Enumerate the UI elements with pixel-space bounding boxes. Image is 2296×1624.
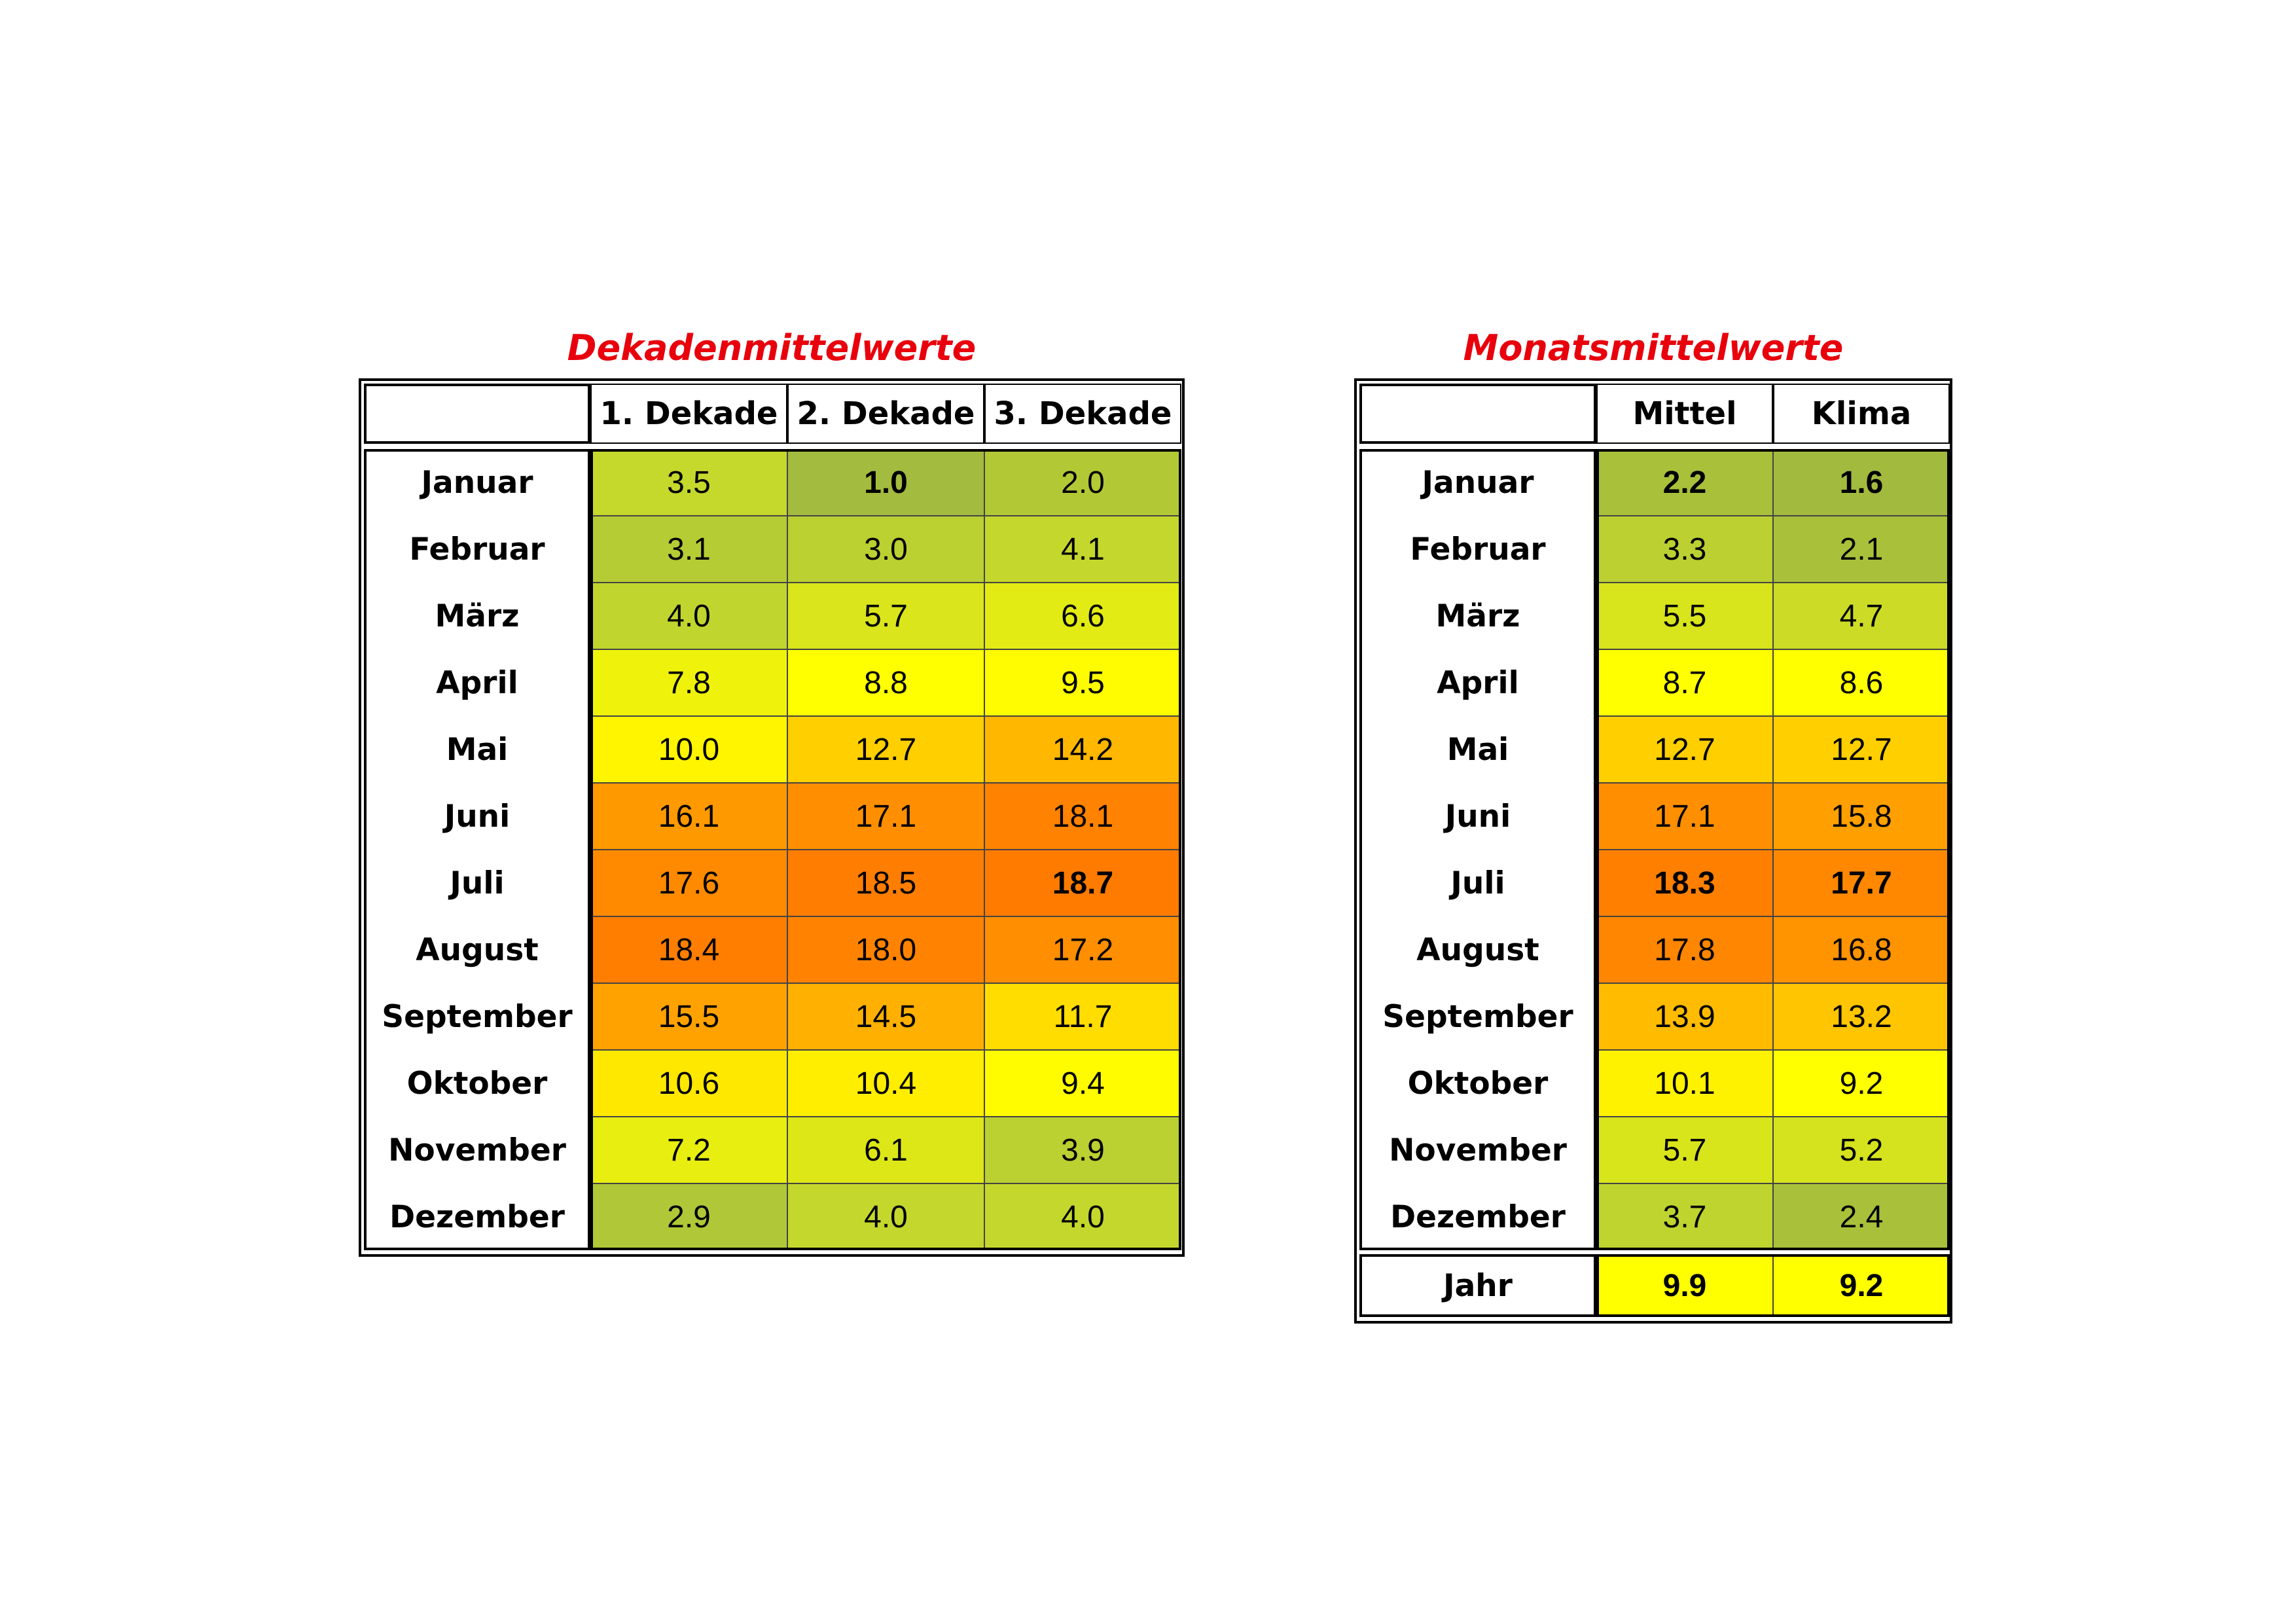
- monats-value-cell: 9.2: [1773, 1050, 1950, 1117]
- dekaden-header-3: 3. Dekade: [984, 384, 1181, 444]
- monats-month-label: April: [1359, 649, 1596, 716]
- monats-value-cell: 5.5: [1596, 583, 1773, 649]
- monats-value-cell: 13.9: [1596, 983, 1773, 1050]
- dekaden-value-cell: 2.0: [984, 449, 1181, 516]
- monats-value-cell: 3.7: [1596, 1183, 1773, 1250]
- dekaden-month-label: April: [364, 649, 590, 716]
- monats-value-cell: 16.8: [1773, 916, 1950, 983]
- monats-month-label: September: [1359, 983, 1596, 1050]
- monats-value-cell: 17.1: [1596, 783, 1773, 850]
- monats-value-cell: 8.6: [1773, 649, 1950, 716]
- monats-header-mittel: Mittel: [1596, 384, 1773, 444]
- dekaden-value-cell: 10.4: [787, 1050, 984, 1117]
- dekaden-value-cell: 14.2: [984, 716, 1181, 783]
- monats-month-label: Januar: [1359, 449, 1596, 516]
- monats-month-label: Dezember: [1359, 1183, 1596, 1250]
- monats-value-cell: 8.7: [1596, 649, 1773, 716]
- dekaden-value-cell: 3.9: [984, 1117, 1181, 1183]
- dekaden-value-cell: 18.0: [787, 916, 984, 983]
- dekaden-value-cell: 17.2: [984, 916, 1181, 983]
- dekaden-value-cell: 1.0: [787, 449, 984, 516]
- monats-value-cell: 17.7: [1773, 850, 1950, 916]
- dekaden-value-cell: 8.8: [787, 649, 984, 716]
- monats-month-label: Oktober: [1359, 1050, 1596, 1117]
- dekaden-month-label: November: [364, 1117, 590, 1183]
- dekaden-value-cell: 16.1: [590, 783, 787, 850]
- monats-value-cell: 5.2: [1773, 1117, 1950, 1183]
- dekaden-value-cell: 3.1: [590, 516, 787, 583]
- dekaden-month-label: Juli: [364, 850, 590, 916]
- monats-month-label: März: [1359, 583, 1596, 649]
- dekaden-value-cell: 9.4: [984, 1050, 1181, 1117]
- dekaden-month-label: Juni: [364, 783, 590, 850]
- dekaden-header-1: 1. Dekade: [590, 384, 787, 444]
- monats-month-label: November: [1359, 1117, 1596, 1183]
- dekaden-value-cell: 18.5: [787, 850, 984, 916]
- monats-month-label: Juni: [1359, 783, 1596, 850]
- dekaden-month-label: Oktober: [364, 1050, 590, 1117]
- monats-month-label: Juli: [1359, 850, 1596, 916]
- dekaden-corner-cell: [364, 384, 590, 444]
- dekaden-value-cell: 4.1: [984, 516, 1181, 583]
- dekaden-value-cell: 4.0: [984, 1183, 1181, 1250]
- dekaden-value-cell: 17.6: [590, 850, 787, 916]
- dekaden-value-cell: 18.1: [984, 783, 1181, 850]
- dekaden-value-cell: 15.5: [590, 983, 787, 1050]
- monats-value-cell: 17.8: [1596, 916, 1773, 983]
- monats-value-cell: 13.2: [1773, 983, 1950, 1050]
- dekaden-value-cell: 18.4: [590, 916, 787, 983]
- dekaden-value-cell: 7.2: [590, 1117, 787, 1183]
- dekaden-month-label: Dezember: [364, 1183, 590, 1250]
- monats-corner-cell: [1359, 384, 1596, 444]
- dekaden-header-2: 2. Dekade: [787, 384, 984, 444]
- dekaden-value-cell: 17.1: [787, 783, 984, 850]
- dekaden-value-cell: 6.1: [787, 1117, 984, 1183]
- dekaden-value-cell: 4.0: [590, 583, 787, 649]
- monats-value-cell: 3.3: [1596, 516, 1773, 583]
- monats-month-label: Mai: [1359, 716, 1596, 783]
- dekaden-month-label: September: [364, 983, 590, 1050]
- dekaden-month-label: Januar: [364, 449, 590, 516]
- monats-value-cell: 2.1: [1773, 516, 1950, 583]
- dekaden-value-cell: 2.9: [590, 1183, 787, 1250]
- dekaden-value-cell: 3.5: [590, 449, 787, 516]
- monats-month-label: August: [1359, 916, 1596, 983]
- monats-value-cell: 1.6: [1773, 449, 1950, 516]
- monats-title: Monatsmittelwerte: [1463, 327, 1844, 369]
- dekaden-value-cell: 5.7: [787, 583, 984, 649]
- monats-value-cell: 5.7: [1596, 1117, 1773, 1183]
- dekaden-title: Dekadenmittelwerte: [567, 327, 977, 369]
- monats-header-klima: Klima: [1773, 384, 1950, 444]
- monats-value-cell: 2.4: [1773, 1183, 1950, 1250]
- monats-value-cell: 15.8: [1773, 783, 1950, 850]
- dekaden-value-cell: 4.0: [787, 1183, 984, 1250]
- dekaden-month-label: März: [364, 583, 590, 649]
- dekaden-month-label: August: [364, 916, 590, 983]
- dekaden-value-cell: 12.7: [787, 716, 984, 783]
- dekaden-value-cell: 3.0: [787, 516, 984, 583]
- dekaden-value-cell: 7.8: [590, 649, 787, 716]
- dekaden-value-cell: 14.5: [787, 983, 984, 1050]
- monats-month-label: Februar: [1359, 516, 1596, 583]
- dekaden-month-label: Februar: [364, 516, 590, 583]
- dekaden-value-cell: 18.7: [984, 850, 1181, 916]
- monats-value-cell: 12.7: [1773, 716, 1950, 783]
- dekaden-value-cell: 10.6: [590, 1050, 787, 1117]
- monats-year-value: 9.2: [1773, 1254, 1950, 1317]
- dekaden-value-cell: 11.7: [984, 983, 1181, 1050]
- monats-value-cell: 4.7: [1773, 583, 1950, 649]
- monats-year-label: Jahr: [1359, 1254, 1596, 1317]
- monats-value-cell: 2.2: [1596, 449, 1773, 516]
- dekaden-month-label: Mai: [364, 716, 590, 783]
- dekaden-value-cell: 9.5: [984, 649, 1181, 716]
- dekaden-value-cell: 10.0: [590, 716, 787, 783]
- monats-value-cell: 12.7: [1596, 716, 1773, 783]
- monats-value-cell: 18.3: [1596, 850, 1773, 916]
- monats-year-value: 9.9: [1596, 1254, 1773, 1317]
- dekaden-value-cell: 6.6: [984, 583, 1181, 649]
- monats-value-cell: 10.1: [1596, 1050, 1773, 1117]
